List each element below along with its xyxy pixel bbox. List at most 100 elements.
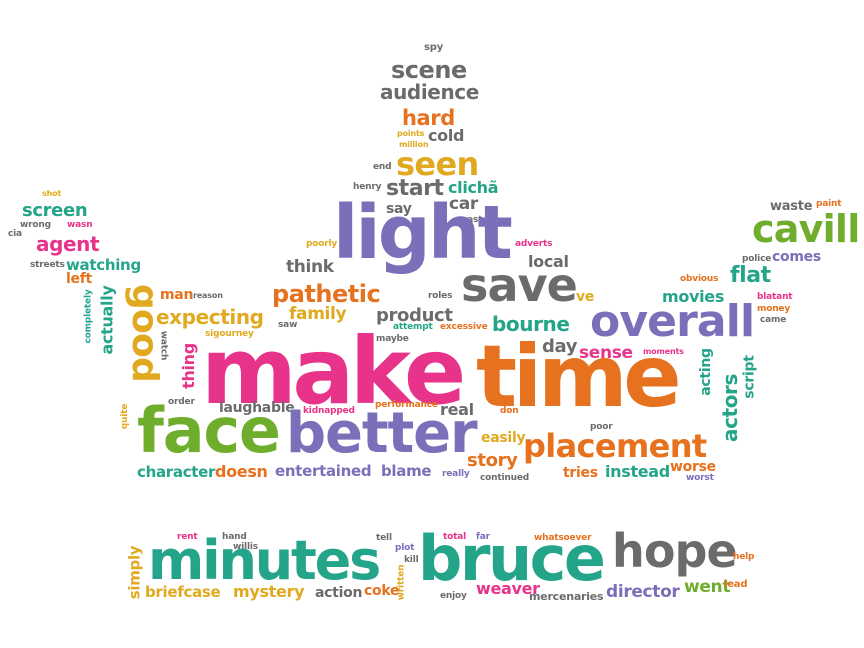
word-plot: plot — [395, 543, 415, 553]
word-kidnapped: kidnapped — [303, 406, 355, 416]
word-money: money — [757, 304, 791, 314]
word-kill: kill — [404, 555, 419, 565]
word-car: car — [449, 194, 478, 214]
word-moments: moments — [643, 347, 684, 356]
word-mystery: mystery — [233, 582, 305, 601]
word-henry: henry — [353, 182, 382, 192]
word-lead: lead — [724, 579, 748, 590]
word-waste: waste — [770, 199, 813, 214]
word-poor: poor — [590, 422, 613, 432]
word-really: really — [442, 469, 470, 479]
word-whatsoever: whatsoever — [534, 533, 592, 543]
word-placement: placement — [523, 427, 707, 465]
word-bourne: bourne — [492, 312, 570, 336]
word-rent: rent — [177, 532, 198, 542]
word-sigourney: sigourney — [205, 329, 254, 339]
word-paint: paint — [816, 199, 842, 209]
word-spy: spy — [424, 42, 444, 53]
word-tell: tell — [376, 533, 392, 543]
word-cia: cia — [8, 229, 22, 239]
word-man: man — [160, 287, 194, 303]
word-couldn: couldn — [578, 362, 611, 372]
word-cold: cold — [428, 126, 465, 145]
word-order: order — [168, 397, 195, 407]
word-say: say — [386, 201, 412, 217]
word-flat: flat — [730, 263, 771, 288]
word-mercenaries: mercenaries — [529, 590, 604, 603]
word-agent: agent — [36, 232, 100, 256]
word-blame: blame — [381, 462, 432, 480]
word-watch: watch — [158, 330, 169, 361]
word-story: story — [467, 450, 518, 471]
word-laughable: laughable — [219, 400, 295, 416]
word-overall: overall — [590, 296, 755, 347]
word-doesn: doesn — [215, 462, 268, 481]
word-seen: seen — [396, 145, 479, 183]
word-face: face — [137, 394, 281, 467]
word-cast: cast — [462, 215, 483, 225]
word-help: help — [733, 552, 755, 562]
word-left: left — [66, 271, 92, 287]
word-total: total — [443, 532, 467, 542]
word-director: director — [606, 582, 680, 602]
word-completely: completely — [83, 289, 94, 344]
word-entertained: entertained — [275, 462, 372, 480]
word-weaver: weaver — [476, 579, 540, 598]
word-shot: shot — [42, 189, 62, 198]
word-sense: sense — [579, 343, 633, 363]
word-minutes: minutes — [148, 529, 381, 592]
word-screen: screen — [22, 200, 88, 221]
word-think: think — [286, 257, 334, 277]
word-wasn: wasn — [67, 220, 93, 230]
word-instead: instead — [605, 462, 670, 481]
word-actors: actors — [718, 373, 743, 443]
word-excessive: excessive — [440, 322, 488, 332]
word-cavill: cavill — [752, 207, 860, 251]
word-far: far — [476, 532, 490, 542]
word-better: better — [286, 401, 478, 466]
word-briefcase: briefcase — [145, 583, 221, 601]
word-went: went — [684, 577, 731, 597]
word-don: don — [500, 406, 519, 416]
word-end: end — [373, 162, 392, 172]
word-character: character — [137, 463, 216, 481]
word-attempt: attempt — [393, 322, 433, 332]
word-poorly: poorly — [306, 239, 338, 249]
word-streets: streets — [30, 260, 65, 270]
word-save: save — [461, 258, 578, 312]
word-hand: hand — [222, 532, 247, 542]
word-action: action — [315, 585, 363, 601]
word-ve: ve — [576, 289, 595, 305]
word-came: came — [760, 315, 787, 325]
word-script: script — [741, 355, 758, 399]
word-coke: coke — [364, 583, 400, 599]
word-simply: simply — [125, 545, 144, 600]
word-thing: thing — [178, 343, 198, 389]
word-movies: movies — [662, 287, 725, 306]
word-roles: roles — [428, 291, 453, 301]
word-scene: scene — [391, 56, 467, 84]
word-points: points — [397, 129, 425, 138]
word-good: good — [124, 283, 166, 383]
word-wrong: wrong — [20, 220, 51, 230]
word-adverts: adverts — [515, 239, 553, 249]
word-performance: performance — [375, 400, 438, 410]
word-local: local — [528, 252, 569, 271]
word-clicha: clichã — [448, 178, 499, 197]
word-day: day — [542, 336, 578, 357]
word-hard: hard — [402, 106, 455, 130]
word-audience: audience — [380, 80, 479, 104]
word-hope: hope — [612, 524, 738, 578]
word-obvious: obvious — [680, 274, 719, 284]
word-light: light — [333, 190, 513, 276]
word-family: family — [289, 304, 347, 324]
word-saw: saw — [278, 320, 298, 330]
word-acting: acting — [697, 348, 714, 396]
word-enjoy: enjoy — [440, 591, 467, 601]
word-expecting: expecting — [156, 305, 264, 329]
word-million: million — [399, 140, 429, 149]
word-reason: reason — [193, 291, 223, 300]
word-time: time — [476, 327, 682, 427]
word-comes: comes — [772, 249, 821, 265]
